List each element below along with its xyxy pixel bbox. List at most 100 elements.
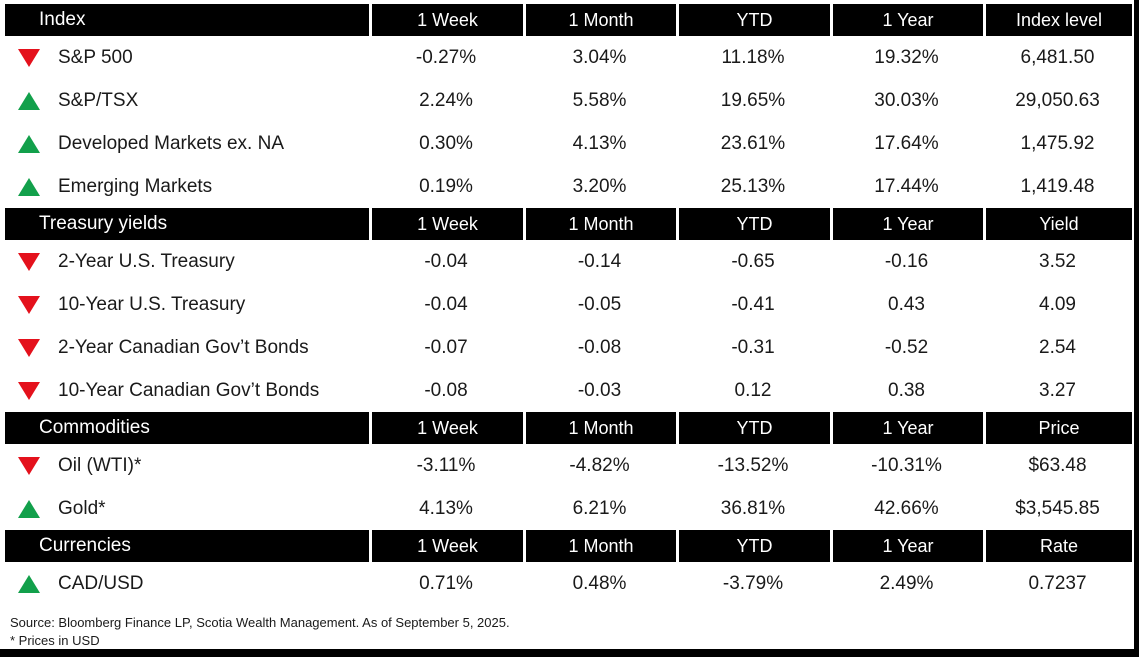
cell-value: 4.13% (419, 497, 473, 519)
table-row: Gold* 4.13% 6.21% 36.81% 42.66% $3,545.8… (5, 487, 1132, 530)
cell-value: 0.19% (419, 175, 473, 197)
cell-value: -3.79% (722, 572, 784, 594)
column-header-yield: Yield (983, 208, 1132, 240)
cell-value: 0.38 (888, 379, 925, 401)
section-title: Currencies (39, 535, 131, 556)
row-label: S&P/TSX (58, 89, 139, 111)
cell-value: 3.20% (572, 175, 627, 197)
column-header-1month: 1 Month (523, 4, 676, 36)
down-arrow-icon (18, 338, 40, 357)
cell-value: 0.43 (888, 293, 925, 315)
column-header-1week: 1 Week (369, 530, 523, 562)
column-header-1week: 1 Week (369, 4, 523, 36)
cell-value: 1,475.92 (1020, 132, 1095, 154)
cell-value: 17.44% (874, 175, 939, 197)
column-header-ytd: YTD (676, 208, 830, 240)
cell-value: -0.04 (424, 250, 468, 272)
column-header-1year: 1 Year (830, 412, 983, 444)
column-header-ytd: YTD (676, 412, 830, 444)
cell-value: 2.24% (419, 89, 473, 111)
cell-value: 2.49% (879, 572, 934, 594)
cell-value: -0.04 (424, 293, 468, 315)
column-header-1week: 1 Week (369, 208, 523, 240)
row-label: Gold* (58, 497, 106, 519)
cell-value: -0.07 (424, 336, 468, 358)
cell-value: -0.65 (731, 250, 775, 272)
cell-value: -0.27% (415, 46, 477, 68)
right-border-bar (1134, 0, 1139, 657)
cell-value: 30.03% (874, 89, 939, 111)
column-header-index-level: Index level (983, 4, 1132, 36)
cell-value: 6.21% (572, 497, 627, 519)
cell-value: 2.54 (1039, 336, 1076, 358)
row-label: 10-Year Canadian Gov’t Bonds (58, 379, 320, 401)
table-row: 2-Year U.S. Treasury -0.04 -0.14 -0.65 -… (5, 240, 1132, 283)
cell-value: -0.52 (884, 336, 929, 358)
column-header-ytd: YTD (676, 4, 830, 36)
down-arrow-icon (18, 252, 40, 271)
row-label: S&P 500 (58, 46, 133, 68)
table-row: 10-Year U.S. Treasury -0.04 -0.05 -0.41 … (5, 283, 1132, 326)
cell-value: $3,545.85 (1015, 497, 1100, 519)
section-header-index: Index 1 Week 1 Month YTD 1 Year Index le… (5, 4, 1132, 36)
cell-value: -0.14 (577, 250, 622, 272)
source-note: Source: Bloomberg Finance LP, Scotia Wea… (10, 615, 510, 630)
column-header-1week: 1 Week (369, 412, 523, 444)
column-header-rate: Rate (983, 530, 1132, 562)
row-label: CAD/USD (58, 572, 144, 594)
cell-value: 4.09 (1039, 293, 1076, 315)
cell-value: 0.12 (734, 379, 772, 401)
cell-value: -0.08 (424, 379, 468, 401)
up-arrow-icon (18, 499, 40, 518)
row-label: Developed Markets ex. NA (58, 132, 284, 154)
table-row: S&P/TSX 2.24% 5.58% 19.65% 30.03% 29,050… (5, 79, 1132, 122)
table-row: Emerging Markets 0.19% 3.20% 25.13% 17.4… (5, 165, 1132, 208)
column-header-price: Price (983, 412, 1132, 444)
table-row: Oil (WTI)* -3.11% -4.82% -13.52% -10.31%… (5, 444, 1132, 487)
down-arrow-icon (18, 48, 40, 67)
row-label: 2-Year Canadian Gov’t Bonds (58, 336, 309, 358)
cell-value: 19.32% (874, 46, 939, 68)
cell-value: 0.30% (419, 132, 473, 154)
cell-value: -3.11% (416, 454, 476, 476)
cell-value: 3.04% (572, 46, 627, 68)
row-label: 10-Year U.S. Treasury (58, 293, 246, 315)
cell-value: 5.58% (572, 89, 627, 111)
down-arrow-icon (18, 295, 40, 314)
cell-value: -13.52% (717, 454, 789, 476)
down-arrow-icon (18, 456, 40, 475)
cell-value: $63.48 (1028, 454, 1087, 476)
table-row: 2-Year Canadian Gov’t Bonds -0.07 -0.08 … (5, 326, 1132, 369)
cell-value: -0.31 (731, 336, 775, 358)
row-label: Oil (WTI)* (58, 454, 142, 476)
cell-value: -0.05 (577, 293, 622, 315)
cell-value: -10.31% (871, 454, 942, 476)
cell-value: 3.52 (1039, 250, 1076, 272)
column-header-1month: 1 Month (523, 530, 676, 562)
cell-value: 4.13% (572, 132, 627, 154)
cell-value: -4.82% (569, 454, 630, 476)
column-header-1month: 1 Month (523, 208, 676, 240)
cell-value: 1,419.48 (1020, 175, 1095, 197)
cell-value: 25.13% (720, 175, 786, 197)
table-row: S&P 500 -0.27% 3.04% 11.18% 19.32% 6,481… (5, 36, 1132, 79)
cell-value: 19.65% (720, 89, 786, 111)
cell-value: 23.61% (720, 132, 786, 154)
section-title: Commodities (39, 417, 150, 438)
table-row: 10-Year Canadian Gov’t Bonds -0.08 -0.03… (5, 369, 1132, 412)
up-arrow-icon (18, 574, 40, 593)
down-arrow-icon (18, 381, 40, 400)
up-arrow-icon (18, 177, 40, 196)
up-arrow-icon (18, 134, 40, 153)
cell-value: 0.71% (419, 572, 473, 594)
cell-value: 36.81% (720, 497, 786, 519)
up-arrow-icon (18, 91, 40, 110)
cell-value: -0.16 (884, 250, 929, 272)
row-label: Emerging Markets (58, 175, 213, 197)
table-row: Developed Markets ex. NA 0.30% 4.13% 23.… (5, 122, 1132, 165)
cell-value: 0.48% (572, 572, 627, 594)
cell-value: -0.41 (731, 293, 775, 315)
section-header-commodities: Commodities 1 Week 1 Month YTD 1 Year Pr… (5, 412, 1132, 444)
row-label: 2-Year U.S. Treasury (58, 250, 235, 272)
